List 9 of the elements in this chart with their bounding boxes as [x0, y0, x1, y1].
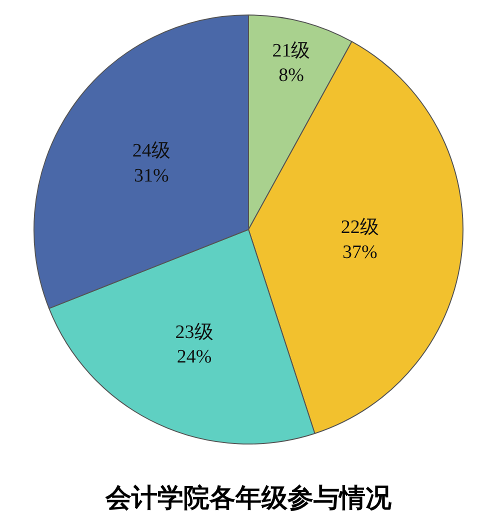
- slice-label: 24级: [132, 140, 170, 162]
- data-label: 24%: [176, 346, 212, 368]
- data-label: 37%: [342, 242, 378, 263]
- data-label: 31%: [134, 165, 169, 186]
- slice-label: 22级: [340, 217, 379, 238]
- slice-label: 23级: [175, 322, 214, 343]
- text: 会计学院各年级参与情况: [104, 483, 392, 514]
- data-label: 8%: [278, 64, 304, 86]
- slice-label: 21级: [272, 40, 310, 62]
